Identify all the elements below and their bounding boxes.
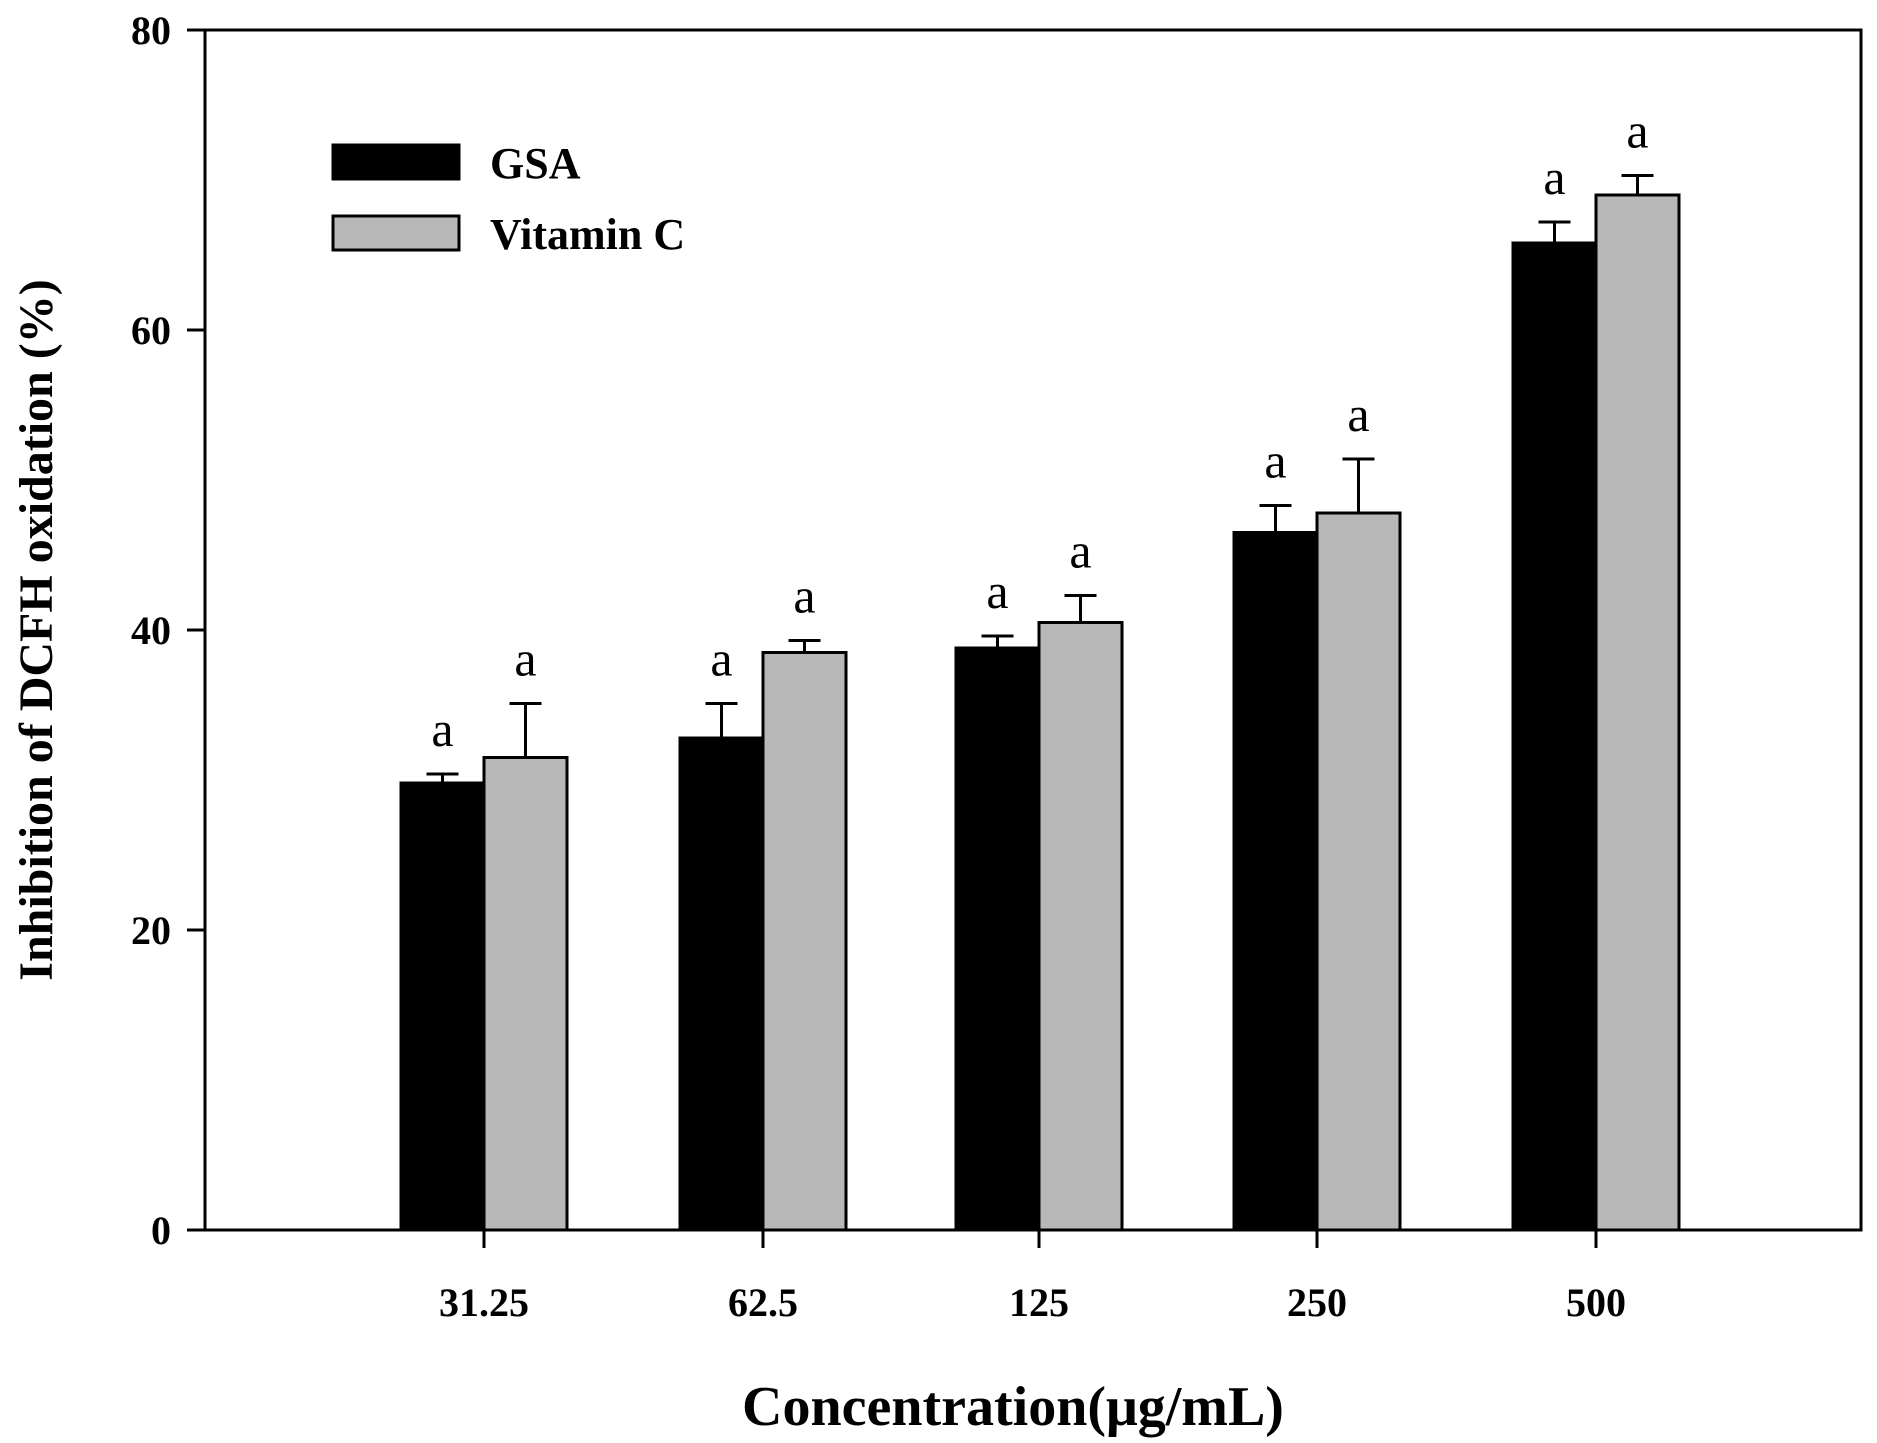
bar-vitamin-c-125 [1037, 621, 1124, 1232]
bar-vitamin-c-31.25 [482, 756, 569, 1232]
y-axis-title: Inhibition of DCFH oxidation (%) [10, 279, 63, 980]
x-tick-label: 125 [1009, 1280, 1069, 1325]
bar-gsa-125 [954, 646, 1041, 1232]
significance-label: a [1069, 523, 1091, 579]
bar-vitamin-c-250 [1315, 511, 1402, 1232]
significance-label: a [1264, 433, 1286, 489]
bar-gsa-31.25 [399, 781, 486, 1232]
axes: 0 20 40 60 80 31.25 62.5 125 250 500 [131, 8, 1863, 1325]
x-tick-label: 31.25 [439, 1280, 529, 1325]
y-tick-label: 80 [131, 8, 171, 53]
x-tick-label: 250 [1287, 1280, 1347, 1325]
bar-vitamin-c-500 [1594, 193, 1681, 1232]
legend: GSA Vitamin C [331, 139, 685, 259]
significance-label: a [514, 631, 536, 687]
bar-gsa-250 [1232, 531, 1319, 1232]
significance-label: a [1543, 149, 1565, 205]
legend-swatch-vitamin-c [331, 214, 461, 252]
bar-gsa-62.5 [678, 736, 765, 1232]
x-tick-label: 500 [1566, 1280, 1626, 1325]
plot-area: a a a a a a a a a a [399, 103, 1681, 1232]
bar-gsa-500 [1511, 241, 1598, 1232]
significance-label: a [431, 701, 453, 757]
significance-label: a [986, 563, 1008, 619]
y-tick-label: 20 [131, 908, 171, 953]
x-tick-label: 62.5 [728, 1280, 798, 1325]
bar-vitamin-c-62.5 [761, 651, 848, 1232]
legend-swatch-gsa [331, 143, 461, 181]
significance-label: a [1626, 103, 1648, 159]
y-tick-label: 0 [151, 1208, 171, 1253]
significance-label: a [1347, 386, 1369, 442]
y-tick-label: 60 [131, 308, 171, 353]
legend-label-vitamin-c: Vitamin C [490, 210, 685, 259]
x-axis-title: Concentration(μg/mL) [742, 1376, 1284, 1438]
significance-label: a [710, 631, 732, 687]
significance-label: a [793, 568, 815, 624]
y-tick-label: 40 [131, 608, 171, 653]
legend-label-gsa: GSA [490, 139, 581, 188]
